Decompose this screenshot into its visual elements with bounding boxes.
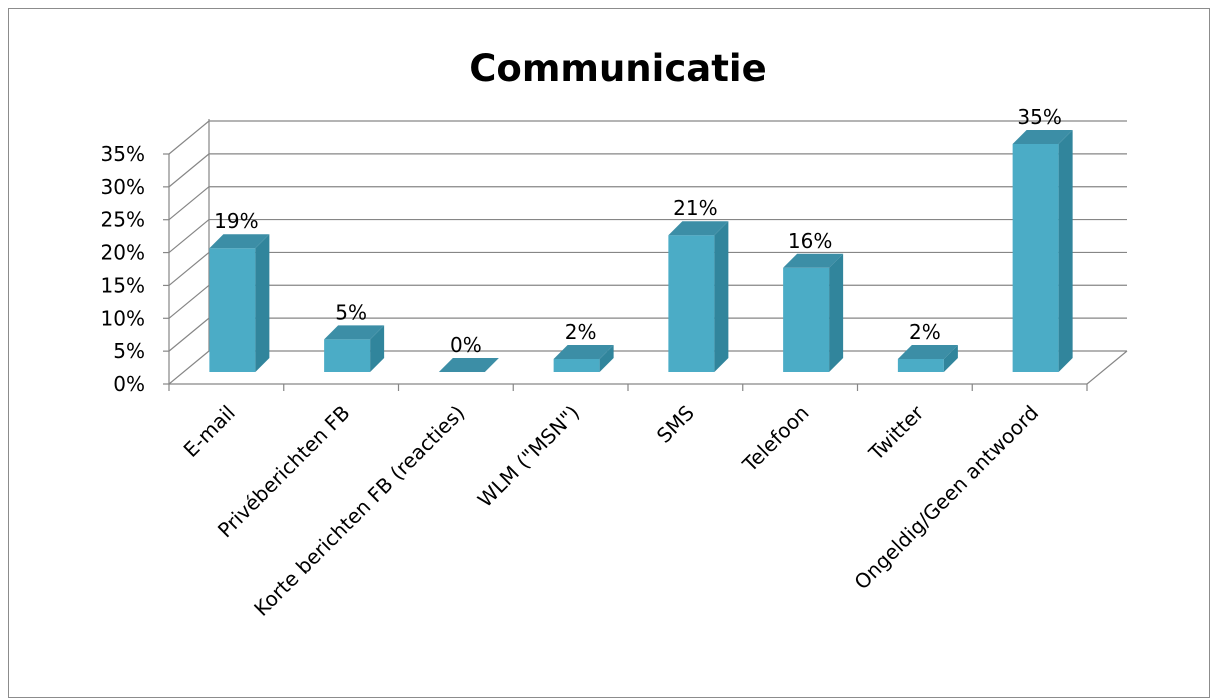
y-tick-label: 0% xyxy=(113,372,145,396)
bar-front xyxy=(209,248,255,372)
data-label: 2% xyxy=(565,320,597,344)
gridlines xyxy=(169,121,1127,384)
bar-chart: Communicatie 19% 5% 0% 2% 21% 16% 2% 35% 0% 5% 10… xyxy=(9,9,1211,684)
bar-side xyxy=(714,221,728,372)
data-label: 35% xyxy=(1017,105,1061,129)
bar-front xyxy=(324,339,370,372)
chart-title: Communicatie xyxy=(469,47,766,90)
data-label: 2% xyxy=(909,320,941,344)
category-label: Telefoon xyxy=(737,401,814,478)
data-labels: 19% 5% 0% 2% 21% 16% 2% 35% xyxy=(214,105,1062,357)
gridline-side xyxy=(169,252,209,285)
bar-front xyxy=(898,359,944,372)
data-label: 21% xyxy=(673,196,717,220)
y-tick-label: 35% xyxy=(101,142,145,166)
category-label: Ongeldig/Geen antwoord xyxy=(849,401,1043,595)
gridline-side xyxy=(169,220,209,253)
y-axis-ticks: 0% 5% 10% 15% 20% 25% 30% 35% xyxy=(101,142,145,396)
gridline-side xyxy=(169,318,209,351)
bar xyxy=(783,254,843,372)
category-label: WLM ("MSN") xyxy=(473,401,584,512)
y-tick-label: 30% xyxy=(101,175,145,199)
bar xyxy=(324,325,384,372)
bar-front xyxy=(668,235,714,372)
bar-front xyxy=(554,359,600,372)
bar xyxy=(439,358,499,372)
chart-frame: Communicatie 19% 5% 0% 2% 21% 16% 2% 35% 0% 5% 10… xyxy=(8,8,1210,698)
data-label: 16% xyxy=(788,229,832,253)
bar xyxy=(898,345,958,372)
bars xyxy=(209,130,1072,372)
category-label: Twitter xyxy=(863,400,929,466)
floor-edge xyxy=(1087,351,1127,384)
data-label: 19% xyxy=(214,209,258,233)
y-tick-label: 10% xyxy=(101,306,145,330)
axes xyxy=(163,119,1127,391)
gridline-side xyxy=(169,351,209,384)
gridline-side xyxy=(169,285,209,318)
category-label: E-mail xyxy=(179,401,240,462)
bar-side xyxy=(255,234,269,372)
data-label: 0% xyxy=(450,333,482,357)
bar-front xyxy=(1013,144,1059,372)
bar-side xyxy=(1059,130,1073,372)
y-tick-label: 25% xyxy=(101,208,145,232)
bar xyxy=(209,234,269,372)
y-tick-label: 5% xyxy=(113,339,145,363)
y-tick-label: 20% xyxy=(101,241,145,265)
gridline-side xyxy=(169,121,209,154)
bar-front xyxy=(783,268,829,372)
bar xyxy=(554,345,614,372)
bar xyxy=(1013,130,1073,372)
category-label: SMS xyxy=(652,401,699,448)
bar-side xyxy=(829,254,843,372)
y-tick-label: 15% xyxy=(101,273,145,297)
bar-top xyxy=(439,358,499,372)
bar xyxy=(668,221,728,372)
data-label: 5% xyxy=(335,300,367,324)
gridline-side xyxy=(169,187,209,220)
gridline-side xyxy=(169,154,209,187)
category-label: Korte berichten FB (reacties) xyxy=(249,401,469,621)
